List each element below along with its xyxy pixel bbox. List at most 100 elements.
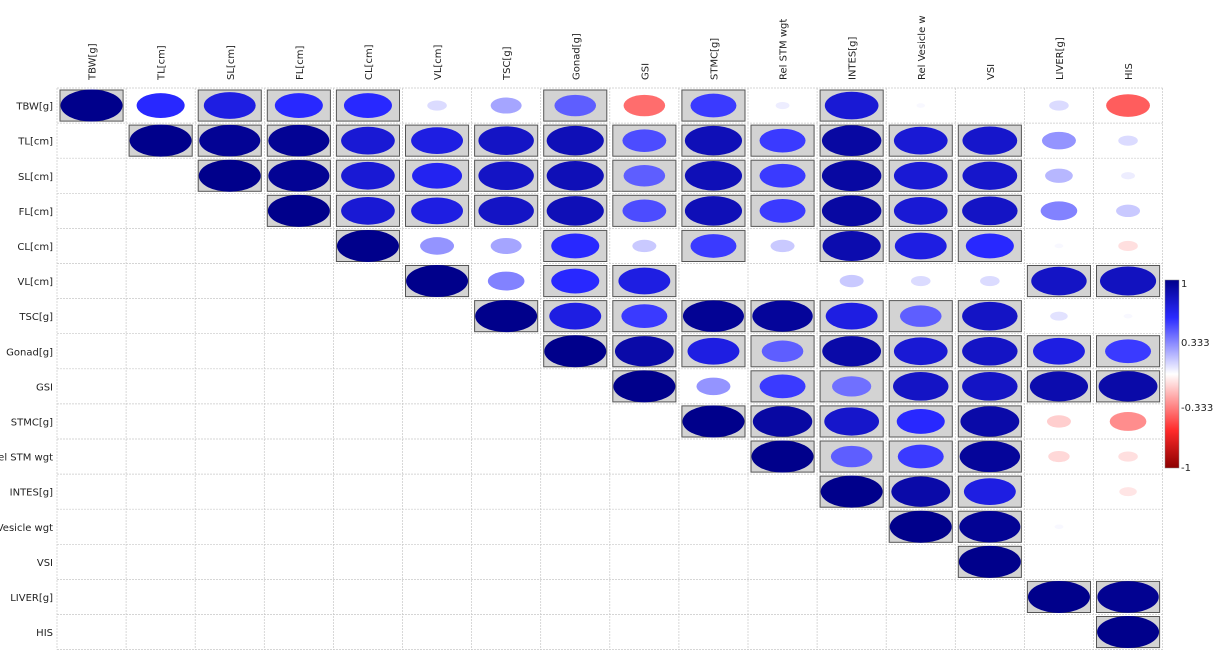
correlation-ellipse [1109,411,1147,431]
correlation-ellipse [129,124,192,157]
correlation-ellipse [1105,339,1152,364]
x-tick-label: FL[cm] [295,46,306,80]
correlation-ellipse [752,300,813,332]
x-tick-label: VSI [986,64,997,80]
correlation-ellipse [825,302,878,330]
correlation-ellipse [893,372,949,401]
correlation-ellipse [684,125,743,156]
correlation-ellipse [546,160,604,191]
correlation-ellipse [1119,487,1137,497]
correlation-ellipse [203,92,256,119]
x-tick-label: TBW[g] [88,43,99,81]
correlation-ellipse [821,160,882,192]
correlation-ellipse [830,445,873,468]
y-tick-label: STMC[g] [11,417,53,428]
correlation-ellipse [267,194,330,227]
correlation-ellipse [959,510,1021,543]
legend-tick-label: -0.333 [1181,403,1213,414]
correlation-ellipse [696,377,731,396]
correlation-ellipse [1106,94,1150,117]
correlation-ellipse [1099,266,1157,296]
y-tick-label: LIVER[g] [10,593,53,604]
correlation-ellipse [490,97,522,114]
correlation-ellipse [622,129,667,152]
y-tick-label: VL[cm] [18,277,54,288]
x-tick-label: Rel Vesicle w [917,15,928,80]
correlation-ellipse [623,94,666,117]
correlation-ellipse [682,300,744,332]
correlation-ellipse [962,161,1018,190]
y-tick-label: CL[cm] [17,242,53,253]
correlation-ellipse [822,336,882,367]
y-tick-label: Gonad[g] [6,347,53,358]
correlation-ellipse [824,91,879,120]
correlation-ellipse [821,125,882,156]
y-tick-label: INTES[g] [10,488,53,499]
correlation-ellipse [1054,524,1064,530]
correlation-ellipse [341,161,395,190]
correlation-ellipse [1045,168,1073,183]
correlation-ellipse [274,93,323,118]
y-tick-label: GSI [36,382,53,393]
correlation-ellipse [822,230,881,261]
legend-color-bar [1164,279,1180,469]
correlation-ellipse [752,406,813,437]
correlation-ellipse [336,229,399,262]
correlation-ellipse [613,370,676,403]
correlation-ellipse [759,374,806,399]
x-tick-label: GSI [640,63,651,80]
correlation-ellipse [962,196,1018,226]
correlation-ellipse [682,405,745,438]
correlation-ellipse [1046,415,1071,428]
correlation-ellipse [268,124,330,157]
cell-layer [59,89,1161,649]
color-legend: 1 0.333 -0.333 -1 [1164,279,1213,474]
y-tick-label: Vesicle wgt [0,523,53,534]
correlation-ellipse [1097,616,1160,649]
correlation-ellipse [770,239,795,253]
correlation-ellipse [546,196,604,226]
correlation-ellipse [136,93,185,118]
correlation-ellipse [1123,313,1133,319]
correlation-ellipse [1029,371,1089,402]
correlation-ellipse [478,196,534,226]
x-tick-label: SL[cm] [226,45,237,80]
correlation-ellipse [690,234,737,258]
x-tick-label: TL[cm] [157,45,168,81]
y-tick-label: FL[cm] [19,207,53,218]
correlation-ellipse [1041,131,1076,150]
correlation-ellipse [959,440,1021,473]
correlation-ellipse [411,127,463,155]
y-tick-label: TBW[g] [15,102,53,113]
correlation-ellipse [1048,451,1070,463]
correlation-ellipse [751,440,814,473]
correlation-ellipse [1118,451,1138,462]
correlation-ellipse [487,271,525,291]
x-tick-labels: TBW[g] TL[cm] SL[cm] FL[cm] CL[cm] VL[cm] TSC[… [88,15,1136,81]
correlation-ellipse [551,233,600,259]
correlation-ellipse [962,336,1018,366]
correlation-ellipse [411,197,463,225]
correlation-ellipse [614,336,674,367]
correlation-ellipse [1097,581,1159,613]
correlation-ellipse [759,198,806,223]
correlation-ellipse [622,199,667,223]
y-tick-label: SL[cm] [18,172,53,183]
correlation-ellipse [198,159,261,192]
y-tick-label: HIS [36,628,53,639]
correlation-ellipse [554,94,597,117]
y-tick-label: TL[cm] [17,137,53,148]
correlation-ellipse [891,476,951,507]
correlation-ellipse [962,372,1018,401]
correlation-ellipse [632,239,657,253]
correlation-ellipse [1040,201,1078,221]
correlation-ellipse [962,301,1018,331]
correlation-ellipse [893,126,948,155]
correlation-ellipse [546,125,604,156]
correlation-ellipse [268,159,330,192]
correlation-ellipse [960,406,1020,437]
x-tick-label: HIS [1124,63,1135,80]
correlation-ellipse [893,196,948,225]
legend-tick-label: 1 [1181,279,1187,290]
